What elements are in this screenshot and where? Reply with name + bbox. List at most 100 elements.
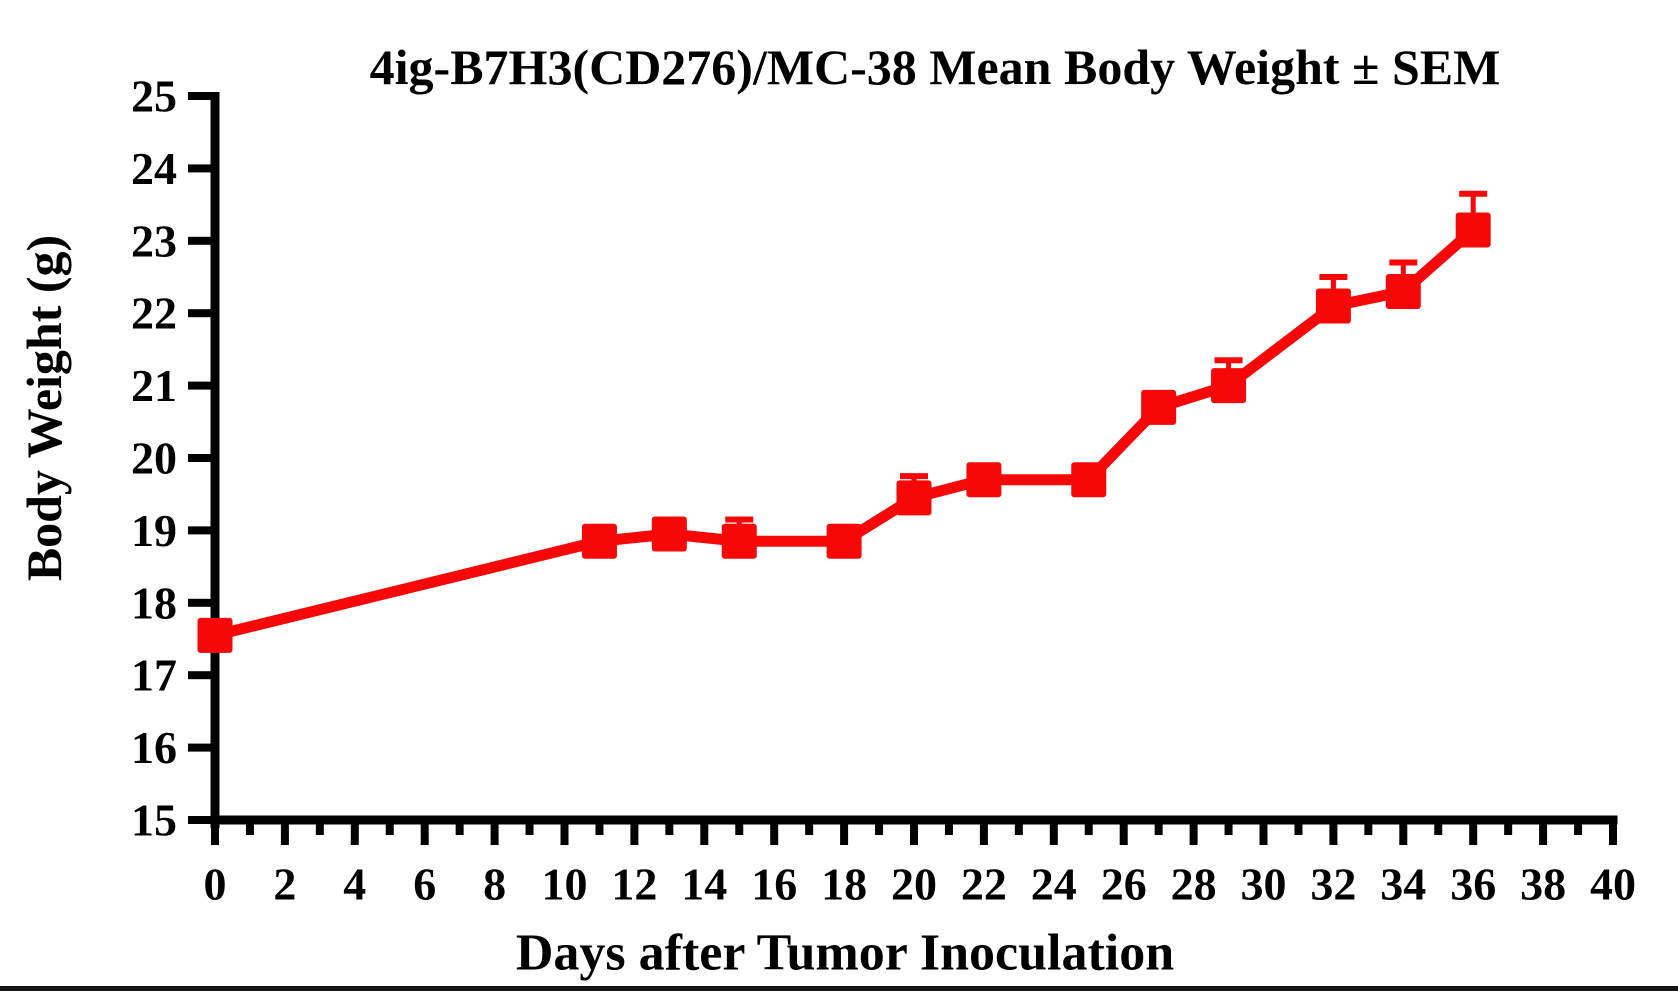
y-tick-label: 20 — [131, 433, 177, 484]
y-tick — [188, 92, 215, 100]
y-tick — [188, 309, 215, 318]
series-line — [209, 224, 1479, 641]
x-tick-major — [1329, 820, 1338, 845]
x-tick-major — [1399, 820, 1408, 845]
x-tick-minor — [1294, 820, 1303, 835]
y-tick — [188, 526, 215, 535]
x-tick-label: 8 — [483, 859, 506, 910]
y-tick-label: 16 — [131, 722, 177, 773]
y-tick — [188, 671, 215, 680]
y-tick-label: 21 — [131, 360, 177, 411]
x-tick-minor — [944, 820, 953, 835]
x-tick-major — [420, 820, 429, 845]
x-tick-label: 26 — [1101, 859, 1147, 910]
x-tick-label: 38 — [1520, 859, 1566, 910]
x-tick-major — [1469, 820, 1478, 845]
data-point-marker — [721, 523, 757, 559]
data-point-marker — [1141, 389, 1177, 425]
y-tick — [188, 381, 215, 390]
data-point-marker — [896, 480, 932, 516]
x-tick-major — [770, 820, 779, 845]
x-tick-minor — [805, 820, 814, 835]
x-tick-minor — [1364, 820, 1373, 835]
x-tick-label: 4 — [343, 859, 366, 910]
data-point-marker — [826, 523, 862, 559]
x-tick-major — [1259, 820, 1268, 845]
x-tick-minor — [315, 820, 324, 835]
data-point-marker — [1385, 273, 1421, 309]
x-tick-label: 20 — [891, 859, 937, 910]
x-tick-major — [979, 820, 988, 845]
y-tick — [188, 454, 215, 462]
x-tick-major — [1539, 820, 1548, 845]
y-tick-label: 18 — [131, 577, 177, 628]
x-tick-minor — [735, 820, 744, 835]
x-tick-minor — [1434, 820, 1443, 835]
x-tick-label: 16 — [751, 859, 797, 910]
bottom-border-line — [0, 986, 1678, 991]
x-tick-major — [350, 820, 359, 845]
x-tick-label: 10 — [542, 859, 588, 910]
chart-title: 4ig-B7H3(CD276)/MC-38 Mean Body Weight ±… — [369, 39, 1501, 95]
x-tick-major — [630, 820, 639, 845]
data-point-marker — [1071, 462, 1107, 498]
x-tick-label: 14 — [681, 859, 727, 910]
x-tick-major — [560, 820, 569, 845]
x-tick-label: 34 — [1380, 859, 1426, 910]
x-tick-minor — [385, 820, 394, 835]
x-tick-major — [700, 820, 709, 845]
y-tick — [188, 236, 215, 245]
data-point-marker — [1211, 368, 1247, 404]
x-tick-major — [490, 820, 499, 845]
x-tick-label: 12 — [611, 859, 657, 910]
x-tick-label: 2 — [273, 859, 296, 910]
x-tick-label: 18 — [821, 859, 867, 910]
x-tick-label: 32 — [1310, 859, 1356, 910]
x-tick-minor — [245, 820, 254, 835]
x-tick-label: 30 — [1241, 859, 1287, 910]
x-tick-label: 6 — [413, 859, 436, 910]
y-tick — [188, 164, 215, 173]
series-4ig-B7H3(CD276)/MC-38 — [197, 190, 1491, 653]
data-point-marker — [581, 523, 617, 559]
data-point-marker — [197, 617, 233, 653]
x-tick-label: 22 — [961, 859, 1007, 910]
x-tick-label: 40 — [1590, 859, 1636, 910]
x-tick-minor — [1224, 820, 1233, 835]
x-tick-minor — [595, 820, 604, 835]
x-tick-minor — [1574, 820, 1583, 835]
y-tick-label: 25 — [131, 71, 177, 122]
x-tick-major — [280, 820, 289, 845]
x-axis-title: Days after Tumor Inoculation — [515, 924, 1175, 982]
y-tick-label: 24 — [131, 143, 177, 194]
x-tick-major — [211, 820, 219, 845]
x-tick-minor — [1504, 820, 1513, 835]
y-tick-label: 19 — [131, 505, 177, 556]
x-tick-major — [1119, 820, 1128, 845]
x-tick-label: 24 — [1031, 859, 1077, 910]
y-tick — [188, 598, 215, 607]
data-point-marker — [651, 516, 687, 552]
x-tick-minor — [525, 820, 534, 835]
x-tick-minor — [665, 820, 674, 835]
x-tick-major — [1049, 820, 1058, 845]
x-tick-major — [910, 820, 918, 845]
y-tick — [188, 743, 215, 752]
x-tick-major — [840, 820, 849, 845]
y-tick-label: 23 — [131, 215, 177, 266]
y-tick-label: 15 — [131, 795, 177, 846]
y-tick-label: 17 — [131, 650, 177, 701]
x-tick-major — [1609, 820, 1617, 845]
data-point-marker — [1455, 212, 1491, 248]
data-point-marker — [966, 462, 1002, 498]
x-tick-minor — [1154, 820, 1163, 835]
x-tick-label: 0 — [204, 859, 227, 910]
x-tick-label: 36 — [1450, 859, 1496, 910]
x-tick-minor — [455, 820, 464, 835]
y-tick — [188, 816, 215, 824]
x-tick-minor — [1084, 820, 1093, 835]
x-tick-label: 28 — [1171, 859, 1217, 910]
